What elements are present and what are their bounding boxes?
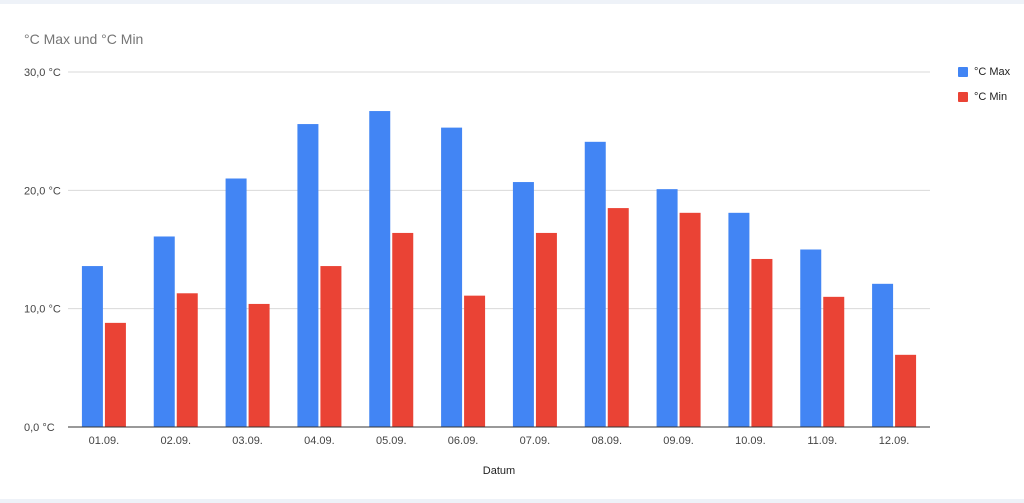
bar-min	[823, 296, 845, 427]
bar-max	[81, 266, 103, 427]
x-tick-label: 01.09.	[89, 435, 120, 447]
bar-max	[728, 212, 750, 427]
legend-label-min: °C Min	[974, 91, 1008, 103]
top-border	[0, 0, 1024, 4]
chart-title: °C Max und °C Min	[24, 31, 144, 47]
bar-max	[297, 124, 319, 428]
bar-max	[153, 236, 175, 427]
legend-swatch-min	[958, 92, 968, 102]
bar-min	[320, 266, 342, 427]
legend-swatch-max	[958, 67, 968, 77]
bar-max	[225, 178, 247, 427]
x-tick-label: 10.09.	[735, 435, 766, 447]
bar-max	[584, 141, 606, 428]
bar-max	[369, 111, 391, 428]
x-axis-title: Datum	[483, 465, 515, 477]
x-tick-label: 06.09.	[448, 435, 479, 447]
bar-max	[872, 283, 894, 427]
y-tick-label: 30,0 °C	[24, 67, 61, 79]
bar-min	[176, 293, 198, 427]
bottom-border	[0, 499, 1024, 503]
bar-min	[607, 208, 629, 427]
y-tick-label: 20,0 °C	[24, 185, 61, 197]
legend-label-max: °C Max	[974, 66, 1011, 78]
bar-min	[392, 232, 414, 427]
y-tick-label: 10,0 °C	[24, 304, 61, 316]
bar-min	[535, 232, 557, 427]
bar-min	[248, 303, 270, 427]
bar-max	[800, 249, 822, 427]
x-tick-label: 07.09.	[520, 435, 551, 447]
x-tick-label: 05.09.	[376, 435, 407, 447]
legend-item-max[interactable]: °C Max	[958, 66, 1010, 78]
bar-max	[656, 189, 678, 427]
bar-min	[679, 212, 701, 427]
legend-item-min[interactable]: °C Min	[958, 91, 1010, 103]
x-tick-label: 03.09.	[232, 435, 263, 447]
x-tick-label: 11.09.	[807, 435, 837, 447]
x-tick-label: 02.09.	[160, 435, 191, 447]
y-tick-label: 0,0 °C	[24, 422, 55, 434]
bar-min	[104, 322, 126, 427]
bar-min	[751, 258, 773, 427]
x-tick-label: 09.09.	[663, 435, 694, 447]
bar-min	[895, 354, 917, 427]
x-tick-label: 08.09.	[591, 435, 622, 447]
bar-min	[464, 295, 486, 427]
bar-max	[441, 127, 463, 427]
legend[interactable]: °C Max °C Min	[958, 66, 1010, 116]
x-tick-label: 12.09.	[879, 435, 910, 447]
x-tick-label: 04.09.	[304, 435, 335, 447]
bar-max	[512, 182, 534, 427]
